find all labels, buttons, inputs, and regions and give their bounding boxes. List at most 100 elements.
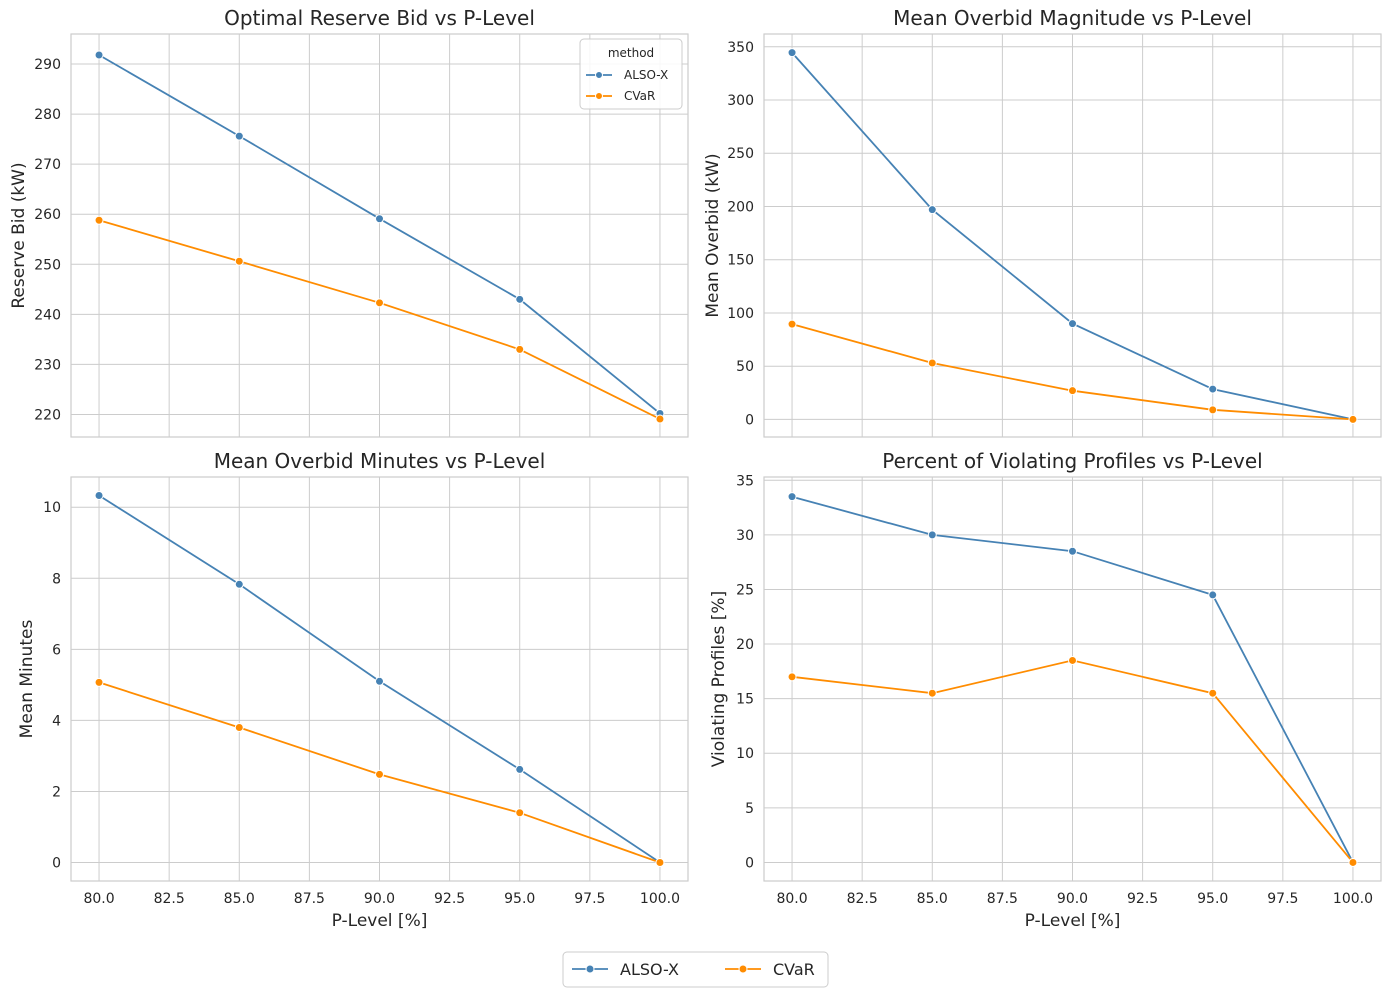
y-axis-label: Mean Minutes (17, 620, 37, 739)
data-point-also-x (375, 676, 384, 686)
x-tick-label: 85.0 (917, 891, 948, 907)
data-point-cvar (1068, 655, 1077, 665)
data-point-cvar (787, 319, 797, 329)
chart-title: Mean Overbid Minutes vs P-Level (214, 449, 546, 473)
y-tick-label: 8 (52, 571, 61, 587)
data-point-also-x (927, 530, 937, 540)
data-point-cvar (1348, 414, 1358, 424)
data-point-also-x (1068, 546, 1077, 556)
data-point-cvar (375, 769, 384, 779)
x-tick-label: 100.0 (1333, 891, 1373, 907)
x-tick-label: 80.0 (83, 891, 114, 907)
data-point-cvar (94, 215, 104, 225)
data-point-also-x (515, 764, 525, 774)
data-point-also-x (515, 294, 525, 304)
data-point-also-x (1068, 319, 1077, 329)
x-tick-label: 100.0 (640, 891, 680, 907)
y-tick-label: 6 (52, 642, 61, 658)
data-point-cvar (1068, 386, 1077, 396)
y-tick-label: 20 (736, 637, 754, 653)
x-axis-label: P-Level [%] (1025, 911, 1121, 931)
axes-legend-title: method (608, 46, 654, 60)
figure-legend-label-cvar: CVaR (773, 960, 815, 979)
x-tick-label: 87.5 (987, 891, 1018, 907)
chart-panel-1: 220 230 240 250 260 270 280 290 Optimal Reserve … (9, 6, 689, 438)
x-tick-label: 87.5 (294, 891, 325, 907)
data-point-cvar (234, 256, 244, 266)
data-point-cvar (234, 723, 244, 733)
data-point-cvar (94, 677, 104, 687)
x-tick-label: 82.5 (154, 891, 185, 907)
y-tick-label: 280 (34, 107, 61, 123)
y-tick-label: 4 (52, 713, 61, 729)
data-point-also-x (927, 205, 937, 215)
data-point-cvar (787, 672, 797, 682)
x-tick-label: 90.0 (1057, 891, 1088, 907)
chart-title: Percent of Violating Profiles vs P-Level (882, 449, 1262, 473)
figure-legend-marker-also-x (585, 964, 595, 974)
y-tick-label: 10 (43, 500, 61, 516)
y-tick-label: 2 (52, 784, 61, 800)
data-point-cvar (927, 688, 937, 698)
data-point-also-x (94, 50, 104, 60)
figure-legend-box (562, 951, 829, 988)
data-point-also-x (1208, 590, 1218, 600)
data-point-cvar (515, 808, 525, 818)
data-point-cvar (1208, 688, 1218, 698)
x-tick-label: 92.5 (1127, 891, 1158, 907)
y-tick-label: 350 (727, 40, 754, 56)
chart-panel-2: 0 50 100 150 200 250 300 350 Mean Overbid Magnit… (703, 6, 1382, 438)
legend-marker-also-x (595, 71, 603, 79)
data-point-also-x (1208, 384, 1218, 394)
x-tick-label: 80.0 (776, 891, 807, 907)
x-tick-label: 95.0 (1197, 891, 1228, 907)
y-tick-label: 0 (745, 855, 754, 871)
data-point-also-x (94, 490, 104, 500)
y-tick-label: 15 (736, 692, 754, 708)
y-tick-label: 0 (52, 856, 61, 872)
axes-legend-box (579, 38, 683, 110)
y-tick-label: 10 (736, 746, 754, 762)
y-axis-label: Mean Overbid (kW) (703, 153, 723, 317)
figure-legend: ALSO-X CVaR (562, 951, 829, 988)
y-axis-label: Reserve Bid (kW) (9, 162, 29, 308)
y-tick-label: 250 (34, 257, 61, 273)
legend-label-also-x: ALSO-X (624, 68, 668, 82)
data-point-also-x (234, 131, 244, 141)
y-tick-label: 30 (736, 528, 754, 544)
y-tick-label: 5 (745, 801, 754, 817)
data-point-cvar (1208, 405, 1218, 415)
y-tick-label: 25 (736, 582, 754, 598)
x-tick-label: 95.0 (504, 891, 535, 907)
data-point-cvar (655, 414, 665, 424)
y-tick-label: 260 (34, 207, 61, 223)
y-tick-label: 270 (34, 157, 61, 173)
y-tick-label: 230 (34, 357, 61, 373)
data-point-cvar (515, 344, 525, 354)
x-tick-label: 92.5 (434, 891, 465, 907)
y-tick-label: 240 (34, 307, 61, 323)
data-point-cvar (1348, 857, 1358, 867)
data-point-cvar (927, 358, 937, 368)
x-tick-label: 82.5 (847, 891, 878, 907)
legend-marker-cvar (595, 92, 603, 100)
x-tick-label: 85.0 (224, 891, 255, 907)
data-point-also-x (787, 492, 797, 502)
chart-panel-3: 0 2 4 6 8 10 80.0 82.5 85.0 87.5 90.0 92.5 95.0 97.5 1… (17, 449, 689, 931)
x-tick-label: 97.5 (574, 891, 605, 907)
y-tick-label: 220 (34, 407, 61, 423)
x-tick-label: 90.0 (364, 891, 395, 907)
chart-title: Optimal Reserve Bid vs P-Level (224, 6, 535, 30)
data-point-also-x (375, 214, 384, 224)
x-tick-label: 97.5 (1267, 891, 1298, 907)
data-point-cvar (375, 298, 384, 308)
y-tick-label: 150 (727, 253, 754, 269)
legend-label-cvar: CVaR (624, 89, 655, 103)
y-tick-label: 35 (736, 473, 754, 489)
figure-legend-marker-cvar (738, 964, 748, 974)
y-tick-label: 0 (745, 412, 754, 428)
y-tick-label: 50 (736, 359, 754, 375)
y-tick-label: 250 (727, 146, 754, 162)
